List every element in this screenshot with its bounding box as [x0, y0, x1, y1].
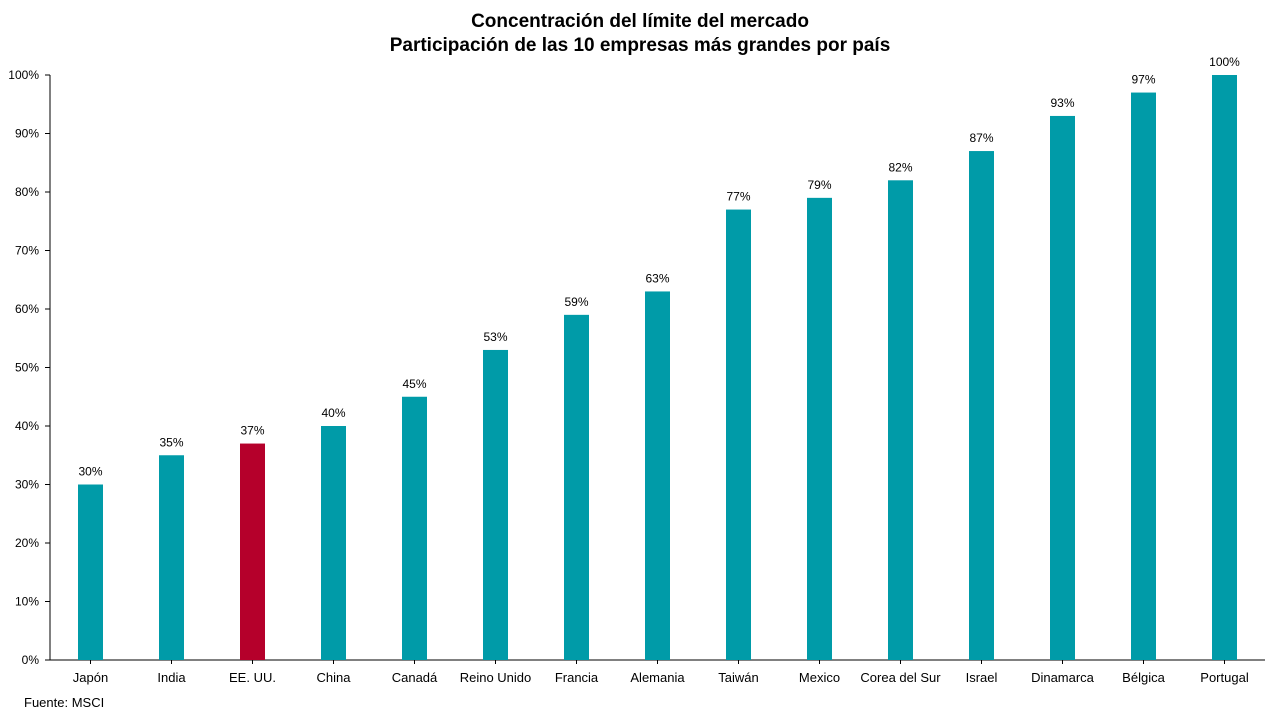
bar: [888, 180, 913, 661]
bar: [1131, 92, 1156, 661]
bar: [726, 209, 751, 661]
data-label: 100%: [1209, 55, 1240, 69]
bar: [402, 396, 427, 660]
category-label: Israel: [966, 670, 998, 685]
category-label: Francia: [555, 670, 599, 685]
category-label: China: [317, 670, 352, 685]
y-tick-label: 80%: [15, 185, 39, 199]
chart-subtitle: Participación de las 10 empresas más gra…: [389, 35, 891, 56]
y-tick-label: 20%: [15, 536, 39, 550]
category-label: Reino Unido: [460, 670, 532, 685]
bar: [1050, 115, 1075, 660]
bar: [240, 443, 265, 660]
data-label: 53%: [483, 330, 507, 344]
data-label: 63%: [645, 271, 669, 285]
y-tick-label: 0%: [22, 653, 40, 667]
data-label: 59%: [564, 295, 588, 309]
data-label: 37%: [240, 424, 264, 438]
bar: [483, 349, 508, 660]
category-label: Alemania: [630, 670, 685, 685]
bar: [564, 314, 589, 660]
bar: [1212, 75, 1237, 660]
category-label: Taiwán: [718, 670, 758, 685]
source-note: Fuente: MSCI: [24, 695, 105, 710]
category-label: EE. UU.: [229, 670, 276, 685]
data-label: 79%: [807, 178, 831, 192]
category-label: Japón: [73, 670, 108, 685]
chart-title: Concentración del límite del mercado: [471, 11, 809, 32]
category-label: Mexico: [799, 670, 840, 685]
y-tick-label: 40%: [15, 419, 39, 433]
data-label: 97%: [1131, 73, 1155, 87]
data-label: 35%: [159, 435, 183, 449]
y-tick-label: 10%: [15, 595, 39, 609]
data-label: 87%: [969, 131, 993, 145]
data-label: 45%: [402, 377, 426, 391]
bar: [78, 484, 103, 660]
y-tick-label: 100%: [8, 68, 39, 82]
y-tick-label: 50%: [15, 361, 39, 375]
category-label: India: [157, 670, 186, 685]
data-label: 40%: [321, 406, 345, 420]
category-label: Dinamarca: [1031, 670, 1095, 685]
bar: [645, 291, 670, 660]
bar: [321, 426, 346, 660]
bar: [807, 197, 832, 660]
data-label: 93%: [1050, 96, 1074, 110]
bar: [969, 151, 994, 661]
category-label: Canadá: [392, 670, 438, 685]
data-label: 30%: [78, 465, 102, 479]
y-tick-label: 70%: [15, 244, 39, 258]
y-tick-label: 90%: [15, 127, 39, 141]
data-label: 77%: [726, 190, 750, 204]
category-label: Portugal: [1200, 670, 1249, 685]
bar: [159, 455, 184, 660]
data-label: 82%: [888, 160, 912, 174]
category-label: Corea del Sur: [860, 670, 941, 685]
y-tick-label: 30%: [15, 478, 39, 492]
y-tick-label: 60%: [15, 302, 39, 316]
category-label: Bélgica: [1122, 670, 1165, 685]
